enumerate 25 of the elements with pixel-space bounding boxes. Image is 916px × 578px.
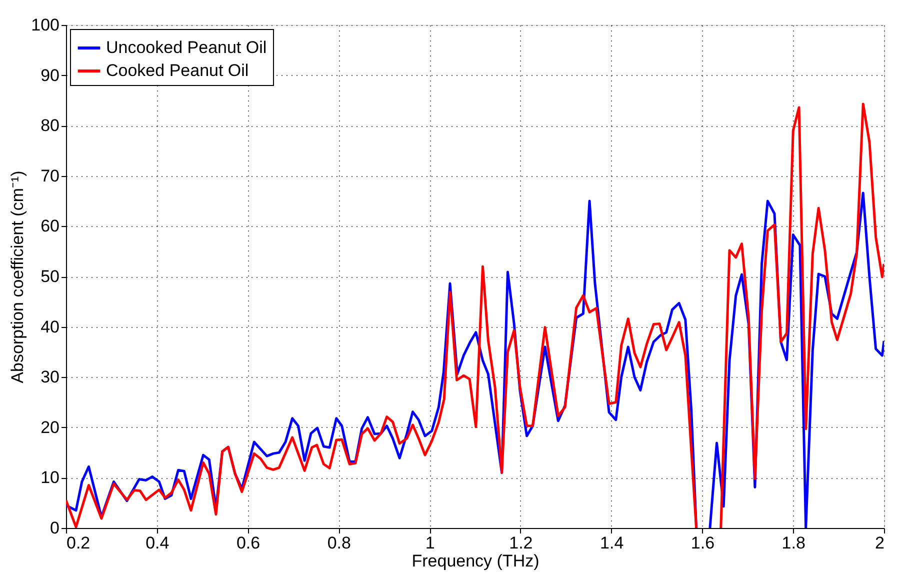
y-tick-label: 60 [40,216,60,236]
y-tick-label: 100 [31,16,60,34]
x-tick-label: 0.6 [236,534,260,552]
y-tick-label: 10 [40,468,60,488]
y-tick-label: 70 [40,166,60,186]
x-tick-label: 1.2 [509,534,533,552]
x-axis-title: Frequency (THz) [412,552,540,570]
x-tick-label: 1.6 [690,534,715,552]
y-tick-label: 40 [40,317,60,336]
y-tick-label: 0 [50,518,60,538]
y-tick-label: 20 [40,418,60,437]
x-tick-label: 1 [425,534,435,552]
x-tick-label: 0.8 [327,534,351,552]
legend-label: Uncooked Peanut Oil [106,38,267,57]
x-tick-label: 2 [875,534,884,552]
x-tick-label: 0.2 [66,534,90,552]
legend-label: Cooked Peanut Oil [106,61,249,80]
y-tick-label: 50 [40,267,60,286]
x-tick-label: 1.8 [782,534,806,552]
x-tick-label: 1.4 [600,534,624,552]
y-tick-label: 90 [40,66,60,85]
y-axis-title: Absorption coefficient (cm⁻¹) [8,170,28,384]
y-tick-label: 30 [40,368,60,387]
x-tick-label: 0.4 [146,534,170,552]
y-tick-label: 80 [40,116,60,136]
